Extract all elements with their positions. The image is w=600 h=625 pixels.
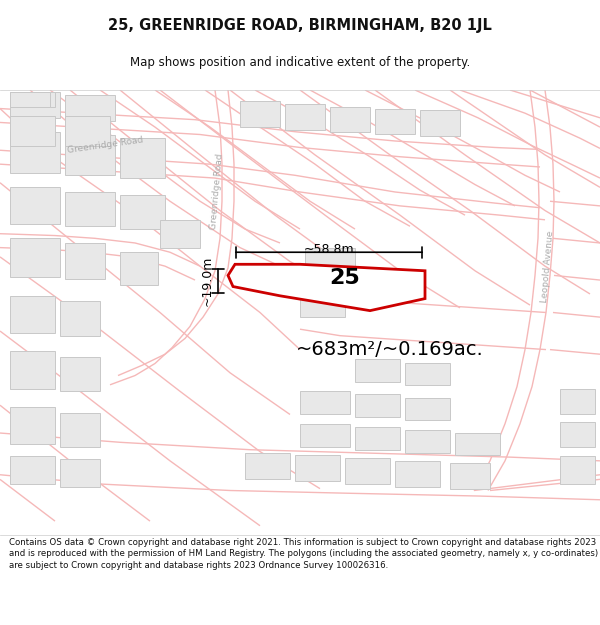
- Polygon shape: [330, 107, 370, 132]
- Polygon shape: [300, 424, 350, 447]
- Polygon shape: [10, 92, 55, 107]
- Text: 25, GREENRIDGE ROAD, BIRMINGHAM, B20 1JL: 25, GREENRIDGE ROAD, BIRMINGHAM, B20 1JL: [108, 18, 492, 33]
- Polygon shape: [245, 453, 290, 479]
- Polygon shape: [120, 253, 158, 285]
- Polygon shape: [405, 430, 450, 453]
- Polygon shape: [60, 412, 100, 447]
- Polygon shape: [355, 426, 400, 450]
- Polygon shape: [295, 455, 340, 481]
- Polygon shape: [420, 111, 460, 136]
- Polygon shape: [10, 296, 55, 333]
- Polygon shape: [120, 195, 165, 229]
- Polygon shape: [240, 101, 280, 127]
- Polygon shape: [450, 462, 490, 489]
- Polygon shape: [375, 109, 415, 134]
- Text: ~58.8m: ~58.8m: [304, 243, 355, 256]
- Polygon shape: [10, 92, 60, 118]
- Text: 25: 25: [329, 268, 361, 288]
- Polygon shape: [65, 116, 110, 146]
- Text: ~683m²/~0.169ac.: ~683m²/~0.169ac.: [296, 340, 484, 359]
- Polygon shape: [65, 94, 115, 121]
- Polygon shape: [405, 398, 450, 420]
- Polygon shape: [355, 359, 400, 382]
- Polygon shape: [65, 192, 115, 226]
- Polygon shape: [10, 132, 60, 173]
- Polygon shape: [395, 461, 440, 487]
- Text: Greenridge Road: Greenridge Road: [67, 136, 143, 156]
- Polygon shape: [10, 238, 60, 278]
- Polygon shape: [60, 301, 100, 336]
- Polygon shape: [10, 351, 55, 389]
- Polygon shape: [405, 362, 450, 385]
- Polygon shape: [65, 243, 105, 279]
- Polygon shape: [10, 116, 55, 146]
- Polygon shape: [285, 104, 325, 130]
- Text: Leopold Avenue: Leopold Avenue: [541, 230, 556, 302]
- Polygon shape: [300, 285, 345, 317]
- Polygon shape: [300, 391, 350, 414]
- Polygon shape: [10, 92, 50, 107]
- Text: Map shows position and indicative extent of the property.: Map shows position and indicative extent…: [130, 56, 470, 69]
- Polygon shape: [560, 456, 595, 484]
- Polygon shape: [560, 389, 595, 414]
- Text: ~19.0m: ~19.0m: [201, 256, 214, 306]
- Polygon shape: [10, 188, 60, 224]
- Polygon shape: [10, 407, 55, 444]
- Polygon shape: [60, 357, 100, 391]
- Polygon shape: [228, 264, 425, 311]
- Text: Greenridge Road: Greenridge Road: [209, 154, 225, 231]
- Polygon shape: [455, 433, 500, 455]
- Polygon shape: [345, 458, 390, 484]
- Polygon shape: [305, 248, 355, 285]
- Polygon shape: [60, 459, 100, 487]
- Polygon shape: [355, 394, 400, 418]
- Polygon shape: [560, 422, 595, 447]
- Polygon shape: [160, 220, 200, 248]
- Polygon shape: [10, 456, 55, 484]
- Polygon shape: [65, 134, 115, 175]
- Polygon shape: [120, 138, 165, 178]
- Text: Contains OS data © Crown copyright and database right 2021. This information is : Contains OS data © Crown copyright and d…: [9, 538, 598, 570]
